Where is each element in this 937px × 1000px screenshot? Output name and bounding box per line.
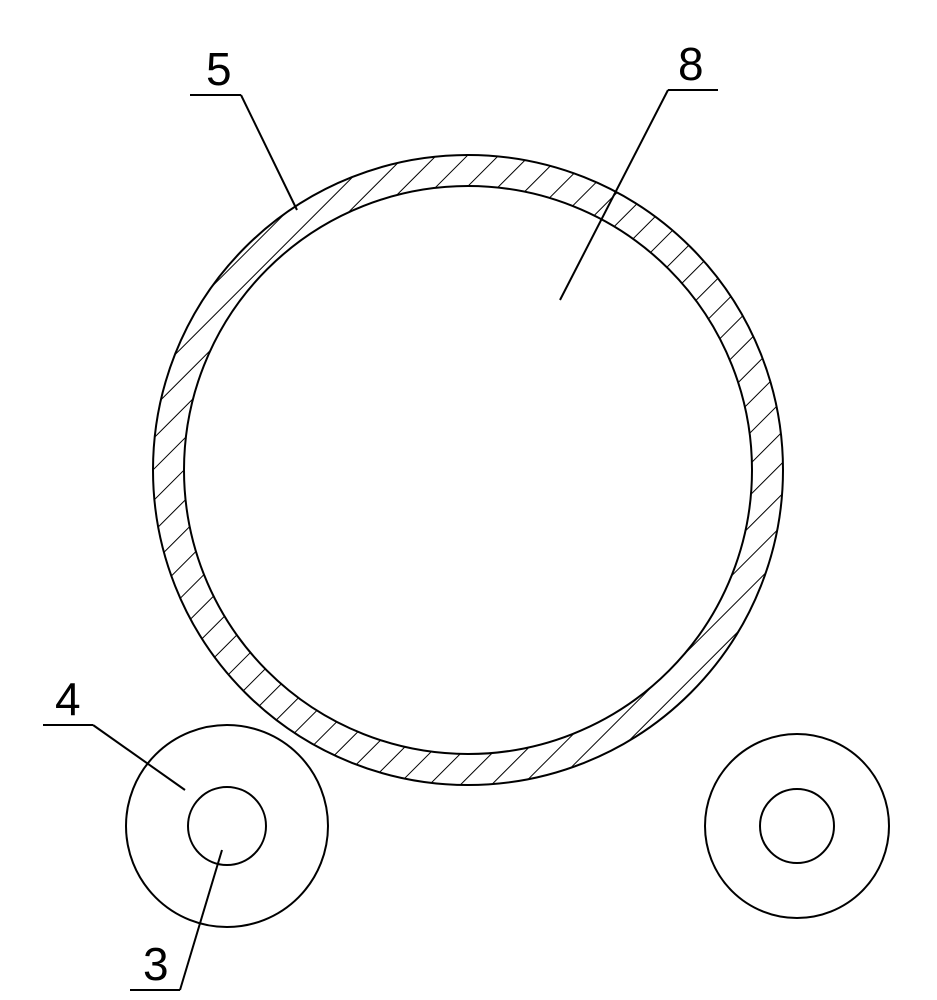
label-l5: 5 — [190, 43, 297, 210]
label-text-l8: 8 — [678, 38, 704, 90]
left-wheel — [126, 725, 328, 927]
label-text-l3: 3 — [143, 938, 169, 990]
label-text-l4: 4 — [55, 673, 81, 725]
label-text-l5: 5 — [206, 43, 232, 95]
main-ring — [151, 153, 785, 787]
inner-cavity — [184, 186, 752, 754]
right-wheel — [705, 734, 889, 918]
